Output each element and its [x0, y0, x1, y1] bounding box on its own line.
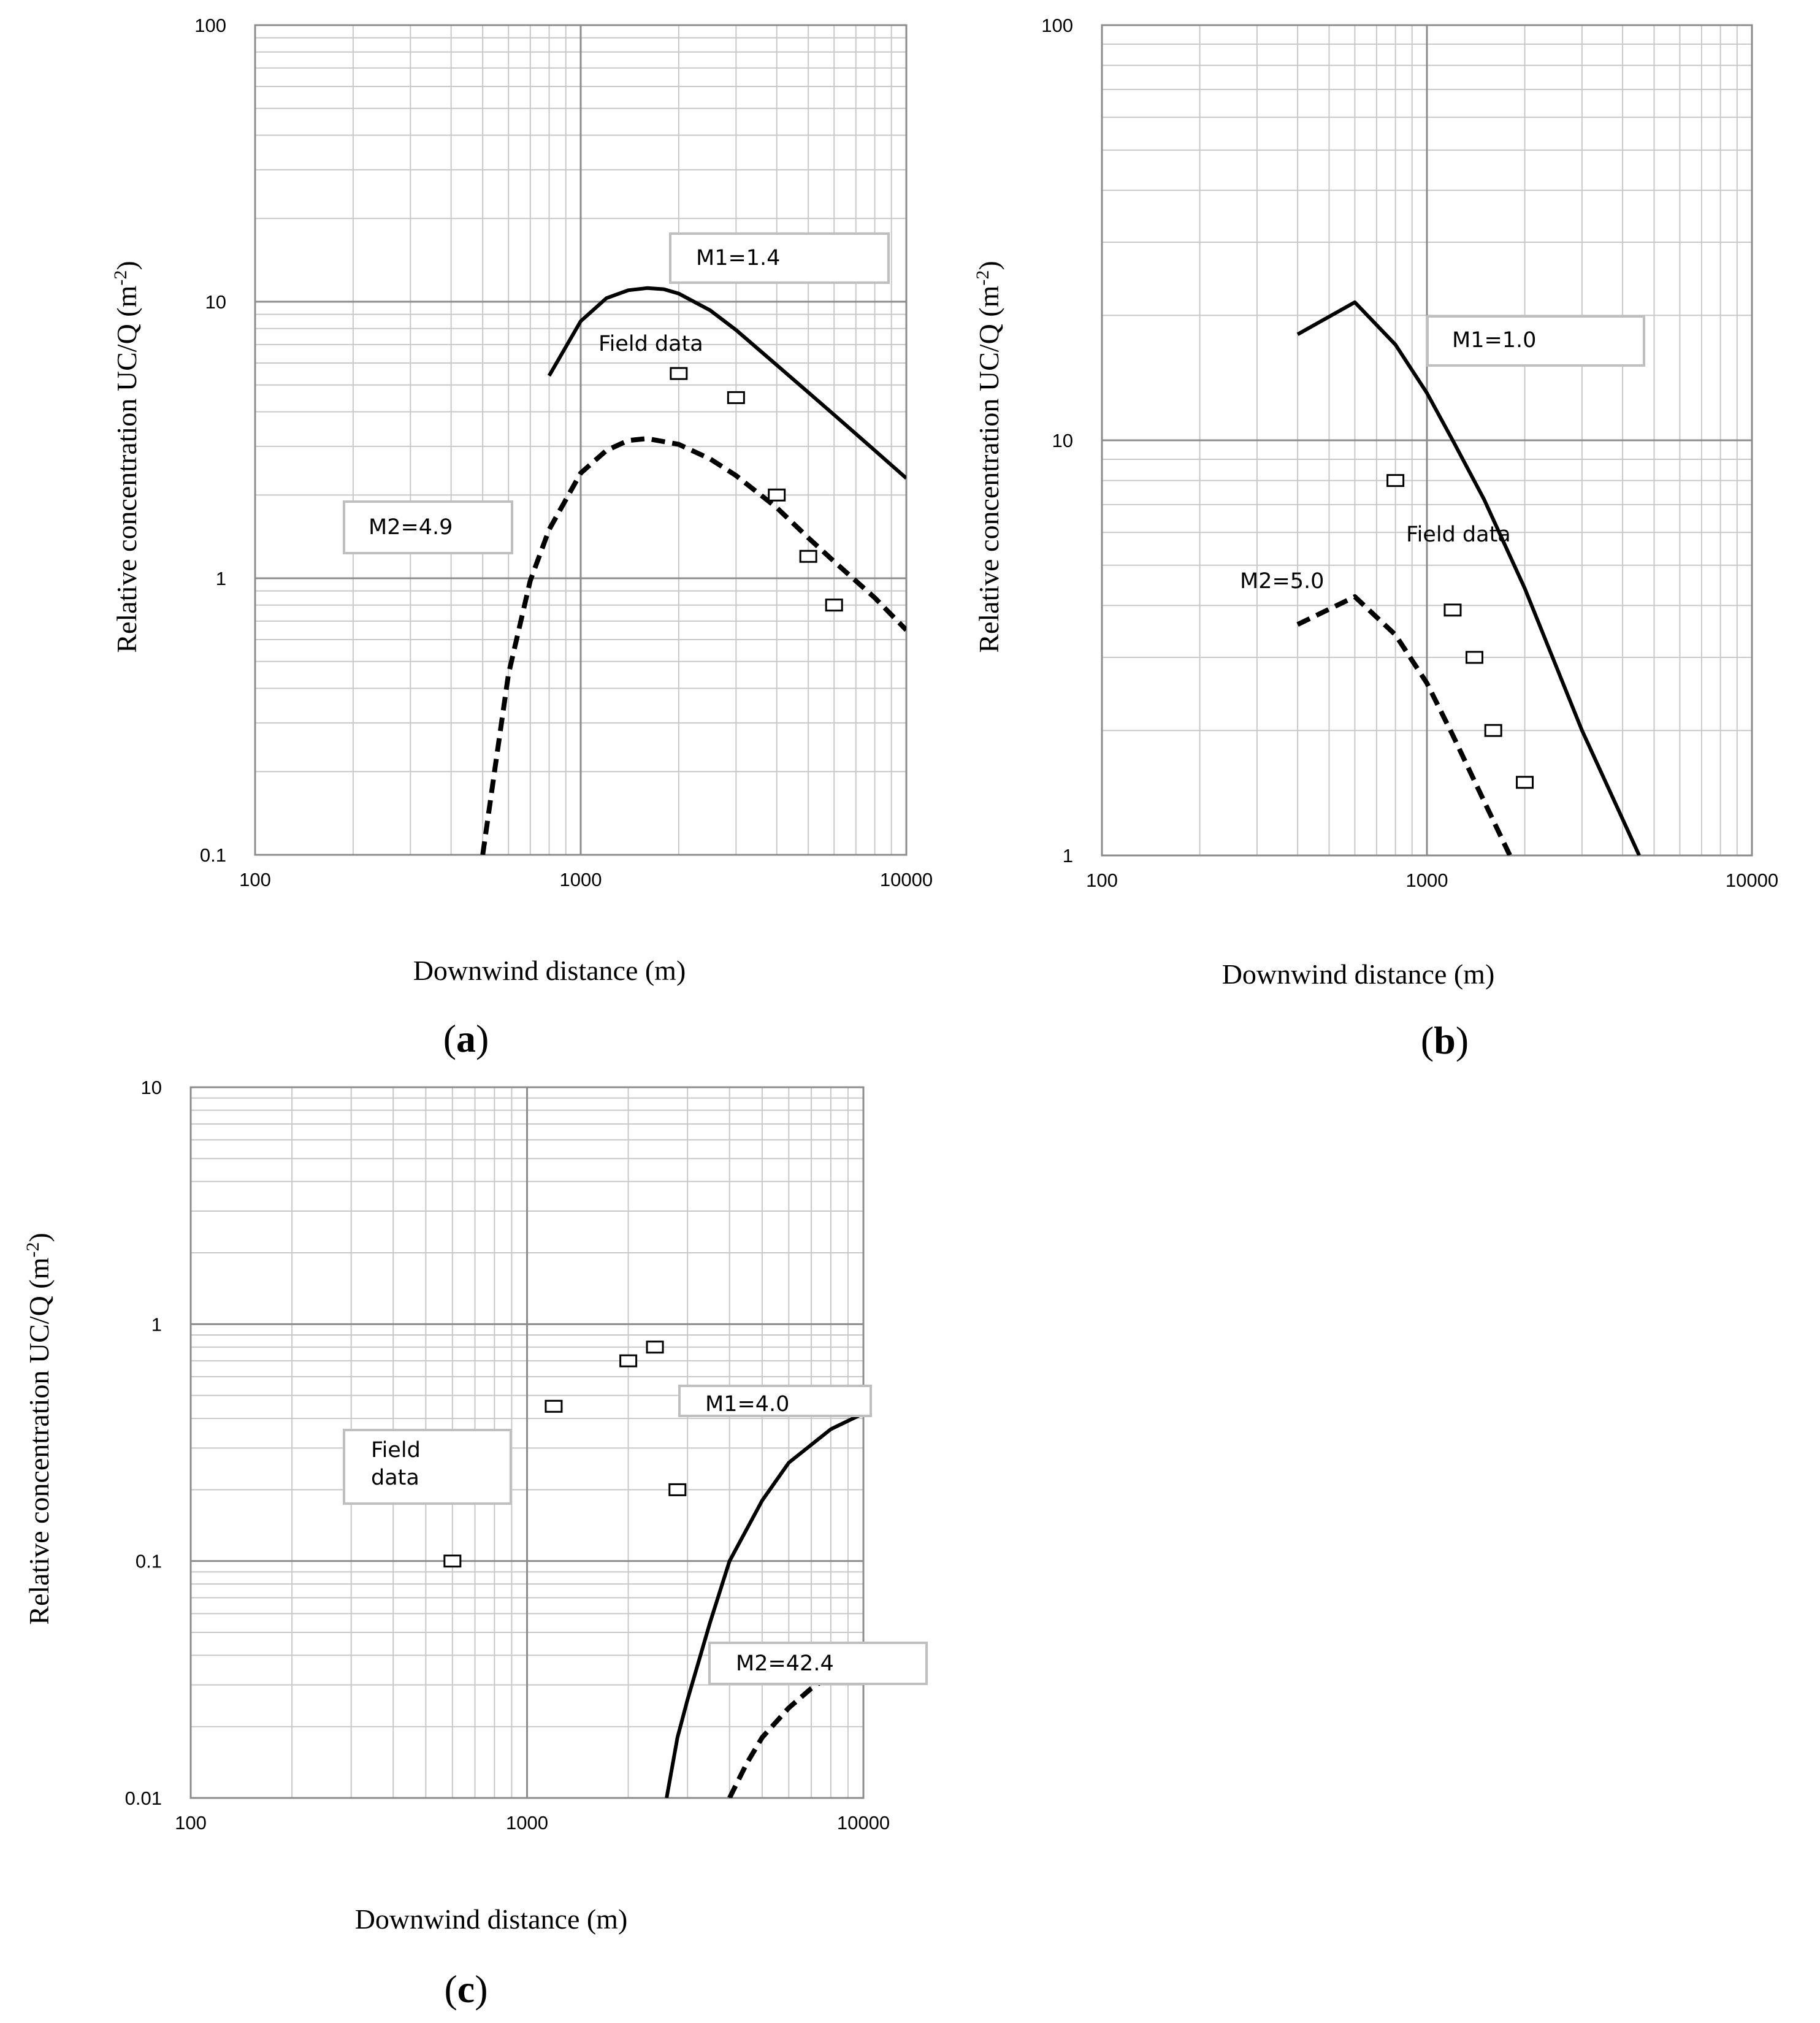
series-line-m2-4-9: [480, 436, 906, 855]
x-tick-label: 100: [239, 869, 271, 890]
plot-area-border: [254, 24, 908, 856]
chart-b-grid: [1101, 24, 1753, 857]
x-tick-label: 1000: [506, 1812, 548, 1834]
chart-c-annotation-data-text: data: [371, 1466, 419, 1490]
series-line-m1-4-0: [665, 1412, 863, 1798]
field-data-point: [668, 1483, 687, 1496]
y-tick-label: 1: [151, 1314, 162, 1335]
chart-a-annotation-m2: M2=4.9: [343, 500, 513, 554]
field-data-point: [443, 1555, 462, 1568]
chart-b-annotation-m2: M2=5.0: [1240, 569, 1324, 594]
chart-b-x-axis-label: Downwind distance (m): [1222, 958, 1495, 990]
field-data-point: [799, 549, 817, 563]
chart-b-annotation-m1: M1=1.0: [1426, 315, 1645, 367]
x-tick-label: 100: [1086, 870, 1118, 891]
x-tick-label: 10000: [1726, 870, 1778, 891]
chart-c-series: [443, 1340, 863, 1798]
field-data-point: [646, 1340, 664, 1354]
x-tick-label: 10000: [837, 1812, 890, 1834]
field-data-point: [545, 1399, 563, 1413]
field-data-point: [1386, 474, 1405, 488]
series-line-m2-5-0: [1296, 594, 1512, 855]
chart-a-grid: [254, 24, 908, 856]
chart-c-x-axis-label: Downwind distance (m): [355, 1903, 628, 1935]
chart-c-y-axis-label: Relative concentration UC/Q (m-2): [23, 1233, 55, 1624]
x-tick-label: 10000: [880, 869, 933, 890]
x-tick-label: 100: [175, 1812, 207, 1834]
y-tick-label: 10: [1052, 430, 1073, 451]
chart-b-y-axis-label: Relative concentration UC/Q (m-2): [973, 261, 1004, 652]
field-data-point: [619, 1354, 638, 1367]
x-tick-label: 1000: [560, 869, 602, 890]
series-line-m1-1-0: [1296, 300, 1641, 855]
chart-b-annotation-m1-text: M1=1.0: [1452, 328, 1536, 353]
chart-b-tick-labels: 100 1000 10000 1 10 100: [1041, 15, 1778, 891]
y-tick-label: 10: [205, 291, 226, 313]
chart-c-annotation-m1: M1=4.0: [678, 1385, 872, 1417]
y-tick-label: 0.1: [200, 844, 226, 866]
field-data-point: [1465, 651, 1483, 664]
field-data-point: [768, 488, 786, 502]
chart-a-annotation-m2-text: M2=4.9: [369, 515, 453, 540]
plot-area-border: [189, 1086, 865, 1799]
chart-a-annotation-field-data: Field data: [598, 332, 703, 356]
x-tick-label: 1000: [1406, 870, 1448, 891]
y-tick-label: 1: [1063, 845, 1073, 866]
chart-a-annotation-m1: M1=1.4: [669, 232, 890, 284]
chart-c-annotation-m2: M2=42.4: [708, 1642, 928, 1685]
field-data-point: [1516, 776, 1534, 789]
y-tick-label: 0.01: [125, 1788, 162, 1809]
chart-a: 100 1000 10000 0.1 1 10 100 Relative concentra…: [110, 15, 933, 1060]
chart-c-annotation-m1-text: M1=4.0: [705, 1392, 789, 1417]
chart-a-y-axis-label: Relative concentration UC/Q (m-2): [110, 261, 142, 652]
y-tick-label: 1: [216, 568, 226, 589]
field-data-point: [727, 391, 745, 404]
chart-a-annotation-m1-text: M1=1.4: [696, 246, 780, 270]
field-data-point: [825, 598, 843, 612]
chart-a-panel-label: (a): [443, 1017, 489, 1060]
field-data-point: [1443, 603, 1462, 617]
y-tick-label: 10: [141, 1077, 162, 1098]
chart-b-series: [1296, 300, 1641, 855]
plot-area-border: [1101, 24, 1753, 857]
y-tick-label: 0.1: [136, 1551, 162, 1572]
chart-c-annotation-field-data: Field data: [343, 1429, 512, 1505]
chart-b-annotation-field-data: Field data: [1406, 522, 1511, 547]
chart-b: 100 1000 10000 1 10 100 Relative concentratio…: [973, 15, 1778, 1062]
chart-c-grid: [189, 1086, 865, 1799]
field-data-point: [1484, 724, 1502, 737]
chart-c-tick-labels: 100 1000 10000 0.01 0.1 1 10: [125, 1077, 890, 1834]
y-tick-label: 100: [194, 15, 226, 36]
chart-a-series: [480, 286, 906, 855]
chart-b-panel-label: (b): [1421, 1019, 1469, 1062]
chart-c: 100 1000 10000 0.01 0.1 1 10 Relative concentr…: [23, 1077, 928, 2011]
y-tick-label: 100: [1041, 15, 1073, 36]
chart-c-panel-label: (c): [444, 1967, 488, 2011]
chart-c-annotation-field-text: Field: [371, 1438, 421, 1463]
chart-a-x-axis-label: Downwind distance (m): [413, 955, 686, 986]
series-line-m1-1-4: [547, 286, 906, 480]
chart-a-tick-labels: 100 1000 10000 0.1 1 10 100: [194, 15, 933, 890]
field-data-point: [670, 367, 688, 380]
series-line-m2-42-4: [727, 1653, 863, 1798]
chart-c-annotation-m2-text: M2=42.4: [736, 1651, 834, 1676]
